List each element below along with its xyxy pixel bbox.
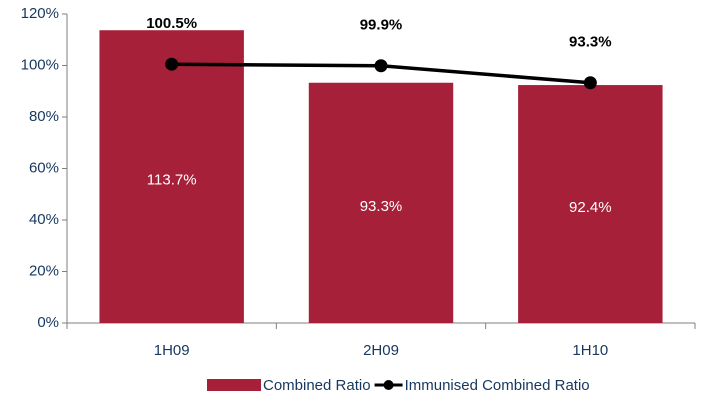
line-value-label: 93.3% — [569, 34, 612, 51]
bar-value-label: 92.4% — [569, 199, 612, 216]
y-tick-label: 20% — [29, 262, 59, 279]
line-value-label: 100.5% — [146, 15, 197, 32]
bar-value-label: 93.3% — [360, 198, 403, 215]
y-tick-label: 100% — [21, 56, 59, 73]
x-tick-label: 1H09 — [154, 342, 190, 359]
y-tick-label: 0% — [37, 314, 59, 331]
legend-label: Combined Ratio — [263, 377, 371, 394]
legend-marker — [383, 380, 394, 390]
line-value-label: 99.9% — [360, 17, 403, 34]
y-tick-label: 80% — [29, 108, 59, 125]
line-marker — [583, 76, 597, 90]
bar — [99, 30, 244, 323]
y-tick-label: 40% — [29, 211, 59, 228]
line-marker — [374, 59, 388, 73]
bar-value-label: 113.7% — [147, 172, 197, 189]
y-tick-label: 120% — [21, 5, 59, 22]
line-marker — [165, 57, 179, 71]
x-tick-label: 2H09 — [363, 342, 399, 359]
x-tick-label: 1H10 — [572, 342, 608, 359]
bar — [308, 82, 454, 323]
legend-label: Immunised Combined Ratio — [405, 377, 590, 394]
bar — [518, 85, 663, 323]
legend-swatch — [207, 379, 261, 391]
y-tick-label: 60% — [29, 159, 59, 176]
